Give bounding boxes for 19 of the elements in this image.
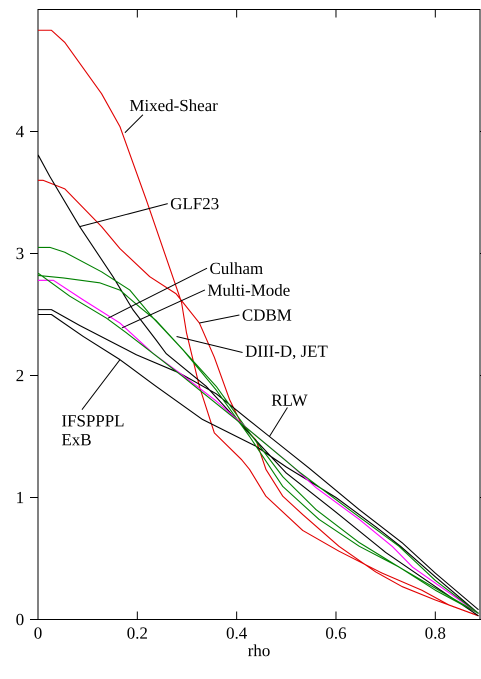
annotation: CDBM xyxy=(242,309,292,321)
annotation: GLF23 xyxy=(170,198,218,210)
x-tick-label: 0 xyxy=(34,627,42,639)
annotation: RLW xyxy=(272,394,308,406)
annotation: Multi-Mode xyxy=(208,284,290,296)
y-tick-label: 1 xyxy=(17,492,24,504)
annotation: DIII-D, JET xyxy=(246,346,328,360)
annotation: IFSPPPL ExB xyxy=(62,415,124,446)
x-tick-label: 0.4 xyxy=(226,627,247,639)
x-tick-label: 0.2 xyxy=(127,627,147,639)
y-tick-label: 3 xyxy=(16,248,24,260)
annotation: Culham xyxy=(210,262,263,274)
annotation: Mixed-Shear xyxy=(130,99,218,112)
y-tick-label: 2 xyxy=(16,370,24,382)
x-tick-label: 0.6 xyxy=(326,627,346,639)
x-axis-title: rho xyxy=(248,644,270,656)
x-tick-label: 0.8 xyxy=(425,627,446,639)
y-tick-label: 0 xyxy=(16,614,24,626)
y-tick-label: 4 xyxy=(16,126,24,138)
